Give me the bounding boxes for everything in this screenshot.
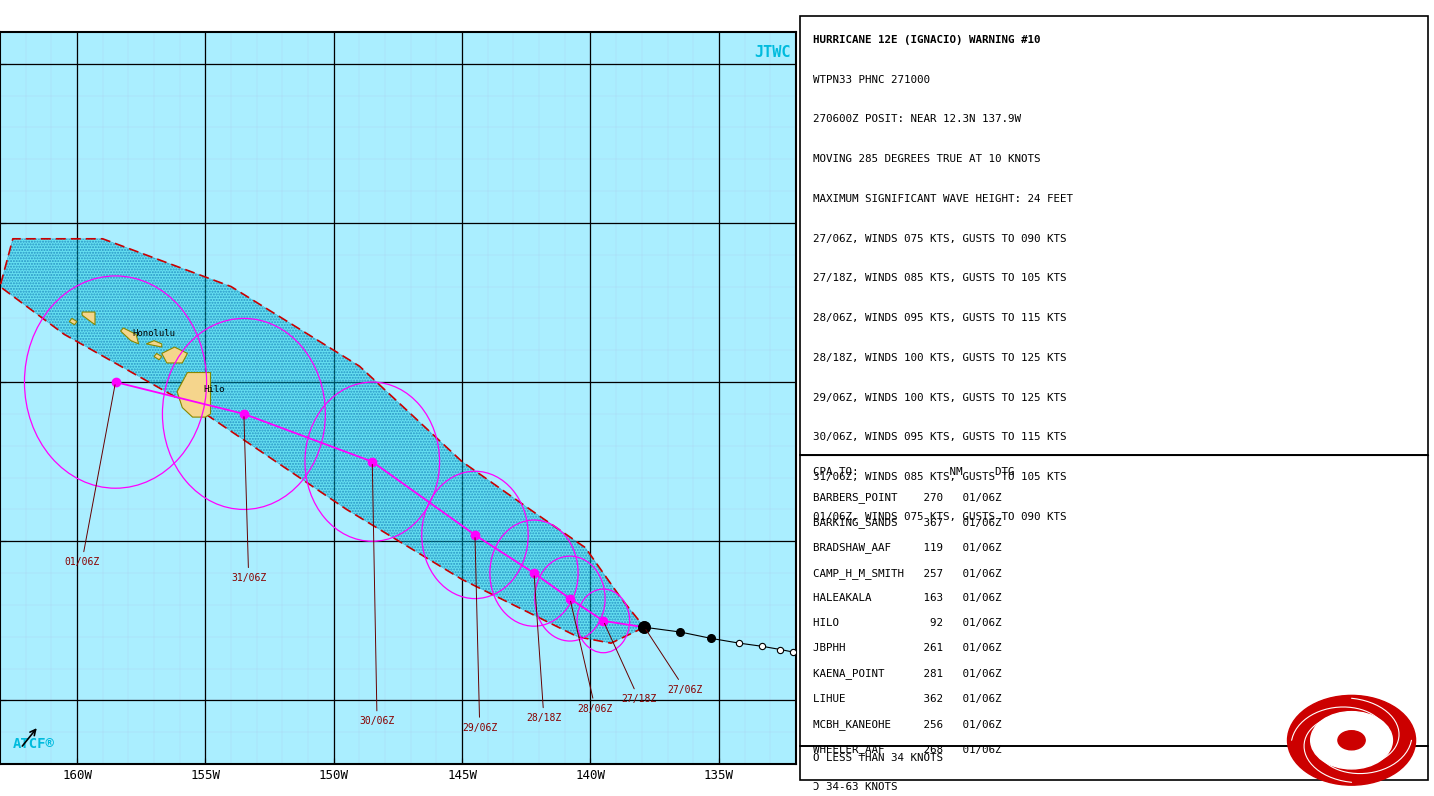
Text: MAXIMUM SIGNIFICANT WAVE HEIGHT: 24 FEET: MAXIMUM SIGNIFICANT WAVE HEIGHT: 24 FEET — [813, 194, 1073, 204]
Polygon shape — [146, 341, 162, 347]
Text: 27/06Z: 27/06Z — [645, 630, 703, 695]
Text: 01/06Z, WINDS 075 KTS, GUSTS TO 090 KTS: 01/06Z, WINDS 075 KTS, GUSTS TO 090 KTS — [813, 512, 1067, 522]
Text: 31/06Z: 31/06Z — [231, 416, 267, 583]
Text: 270600Z POSIT: NEAR 12.3N 137.9W: 270600Z POSIT: NEAR 12.3N 137.9W — [813, 115, 1021, 124]
Circle shape — [1311, 712, 1392, 769]
Text: CPA TO:              NM     DTG: CPA TO: NM DTG — [813, 466, 1014, 477]
Circle shape — [1338, 731, 1365, 750]
Text: BARBERS_POINT    270   01/06Z: BARBERS_POINT 270 01/06Z — [813, 492, 1001, 503]
Circle shape — [1288, 696, 1415, 785]
Polygon shape — [120, 328, 139, 344]
Text: 30/06Z: 30/06Z — [360, 464, 394, 727]
Text: 01/06Z: 01/06Z — [65, 384, 115, 568]
Text: BRADSHAW_AAF     119   01/06Z: BRADSHAW_AAF 119 01/06Z — [813, 542, 1001, 553]
Polygon shape — [69, 318, 77, 325]
Text: LIHUE            362   01/06Z: LIHUE 362 01/06Z — [813, 694, 1001, 704]
Text: Honolulu: Honolulu — [132, 329, 175, 338]
Bar — [800, 455, 1428, 746]
Bar — [800, 746, 1428, 780]
Text: ATCF®: ATCF® — [13, 737, 54, 751]
Text: HALEAKALA        163   01/06Z: HALEAKALA 163 01/06Z — [813, 593, 1001, 603]
Text: O LESS THAN 34 KNOTS: O LESS THAN 34 KNOTS — [813, 753, 942, 763]
Text: 29/06Z: 29/06Z — [462, 537, 498, 733]
Text: WHEELER_AAF      268   01/06Z: WHEELER_AAF 268 01/06Z — [813, 744, 1001, 755]
Text: 28/06Z, WINDS 095 KTS, GUSTS TO 115 KTS: 28/06Z, WINDS 095 KTS, GUSTS TO 115 KTS — [813, 313, 1067, 323]
Polygon shape — [153, 353, 162, 360]
Text: 28/06Z: 28/06Z — [571, 601, 612, 714]
Text: 31/06Z, WINDS 085 KTS, GUSTS TO 105 KTS: 31/06Z, WINDS 085 KTS, GUSTS TO 105 KTS — [813, 472, 1067, 482]
Polygon shape — [178, 373, 211, 417]
Text: BARKING_SANDS    367   01/06Z: BARKING_SANDS 367 01/06Z — [813, 517, 1001, 528]
Text: KAENA_POINT      281   01/06Z: KAENA_POINT 281 01/06Z — [813, 669, 1001, 680]
Text: 27/18Z, WINDS 085 KTS, GUSTS TO 105 KTS: 27/18Z, WINDS 085 KTS, GUSTS TO 105 KTS — [813, 274, 1067, 283]
Text: CAMP_H_M_SMITH   257   01/06Z: CAMP_H_M_SMITH 257 01/06Z — [813, 568, 1001, 579]
Text: 28/18Z: 28/18Z — [526, 576, 562, 724]
Text: 28/18Z, WINDS 100 KTS, GUSTS TO 125 KTS: 28/18Z, WINDS 100 KTS, GUSTS TO 125 KTS — [813, 353, 1067, 363]
Text: HURRICANE 12E (IGNACIO) WARNING #10: HURRICANE 12E (IGNACIO) WARNING #10 — [813, 35, 1040, 45]
Text: Hilo: Hilo — [204, 385, 225, 394]
Text: 29/06Z, WINDS 100 KTS, GUSTS TO 125 KTS: 29/06Z, WINDS 100 KTS, GUSTS TO 125 KTS — [813, 392, 1067, 403]
Polygon shape — [162, 347, 188, 363]
Text: MOVING 285 DEGREES TRUE AT 10 KNOTS: MOVING 285 DEGREES TRUE AT 10 KNOTS — [813, 154, 1040, 164]
Polygon shape — [82, 312, 95, 325]
Text: MCBH_KANEOHE     256   01/06Z: MCBH_KANEOHE 256 01/06Z — [813, 719, 1001, 730]
Text: JBPHH            261   01/06Z: JBPHH 261 01/06Z — [813, 643, 1001, 654]
Text: Ɔ 34-63 KNOTS: Ɔ 34-63 KNOTS — [813, 782, 898, 792]
Text: WTPN33 PHNC 271000: WTPN33 PHNC 271000 — [813, 75, 929, 84]
Text: HILO              92   01/06Z: HILO 92 01/06Z — [813, 618, 1001, 628]
Text: 30/06Z, WINDS 095 KTS, GUSTS TO 115 KTS: 30/06Z, WINDS 095 KTS, GUSTS TO 115 KTS — [813, 432, 1067, 443]
Polygon shape — [0, 239, 644, 643]
Bar — [800, 16, 1428, 455]
Text: 27/06Z, WINDS 075 KTS, GUSTS TO 090 KTS: 27/06Z, WINDS 075 KTS, GUSTS TO 090 KTS — [813, 234, 1067, 244]
Text: 27/18Z: 27/18Z — [605, 623, 657, 704]
Text: JTWC: JTWC — [754, 45, 790, 60]
